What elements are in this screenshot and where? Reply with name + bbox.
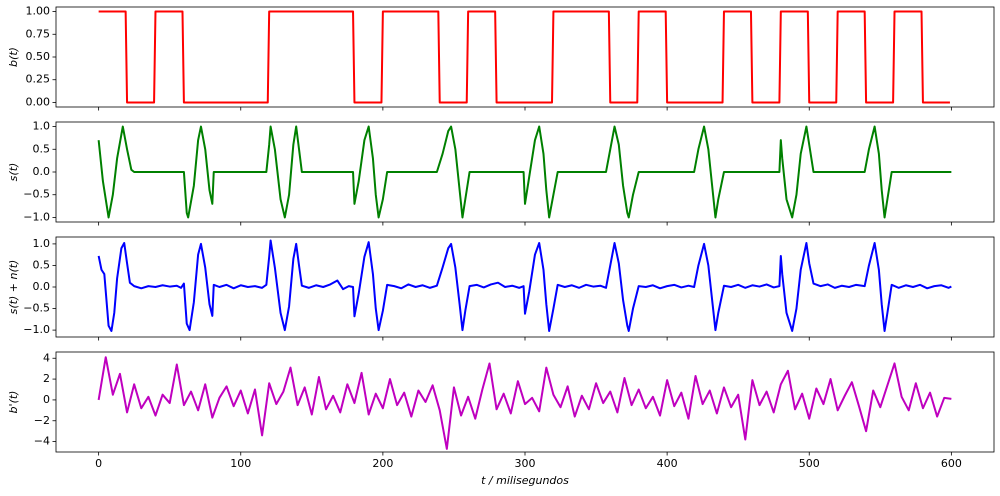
- y-tick-label: 0.5: [33, 142, 51, 155]
- y-tick-label: −2: [34, 414, 50, 427]
- y-tick-label: 1.0: [33, 120, 51, 133]
- axes-frame: [55, 236, 995, 338]
- data-line: [97, 239, 952, 332]
- x-axis-label: t / milisegundos: [481, 474, 569, 487]
- y-axis-label: b(t): [7, 47, 20, 67]
- y-tick-label: 0: [43, 393, 50, 406]
- x-tick-label: 500: [799, 457, 820, 470]
- data-line: [97, 125, 952, 219]
- x-tick-label: 300: [515, 457, 536, 470]
- y-tick-label: −1.0: [23, 210, 50, 223]
- x-tick-label: 100: [230, 457, 251, 470]
- y-tick-label: −4: [34, 435, 50, 448]
- y-tick-label: 2: [43, 372, 50, 385]
- y-tick-label: 0.75: [26, 27, 51, 40]
- y-axis-label: s(t) + n(t): [7, 260, 20, 315]
- y-tick-label: 0.50: [26, 50, 51, 63]
- y-tick-label: 0.0: [33, 280, 51, 293]
- y-tick-label: 1.00: [26, 5, 51, 18]
- data-line: [97, 356, 952, 450]
- y-tick-label: −0.5: [23, 302, 50, 315]
- data-line: [98, 10, 950, 104]
- y-tick-label: 4: [43, 351, 50, 364]
- y-tick-label: 1.0: [33, 237, 51, 250]
- x-tick-label: 400: [657, 457, 678, 470]
- x-tick-label: 0: [95, 457, 102, 470]
- y-tick-label: −1.0: [23, 323, 50, 336]
- y-tick-label: −0.5: [23, 188, 50, 201]
- axes-frame: [55, 6, 995, 108]
- y-axis-label: s(t): [7, 163, 20, 182]
- x-tick-label: 600: [941, 457, 962, 470]
- y-tick-label: 0.00: [26, 95, 51, 108]
- y-tick-label: 0.5: [33, 258, 51, 271]
- x-tick-label: 200: [372, 457, 393, 470]
- y-tick-label: 0.25: [26, 73, 51, 86]
- y-axis-label: b'(t): [7, 391, 20, 414]
- y-tick-label: 0.0: [33, 165, 51, 178]
